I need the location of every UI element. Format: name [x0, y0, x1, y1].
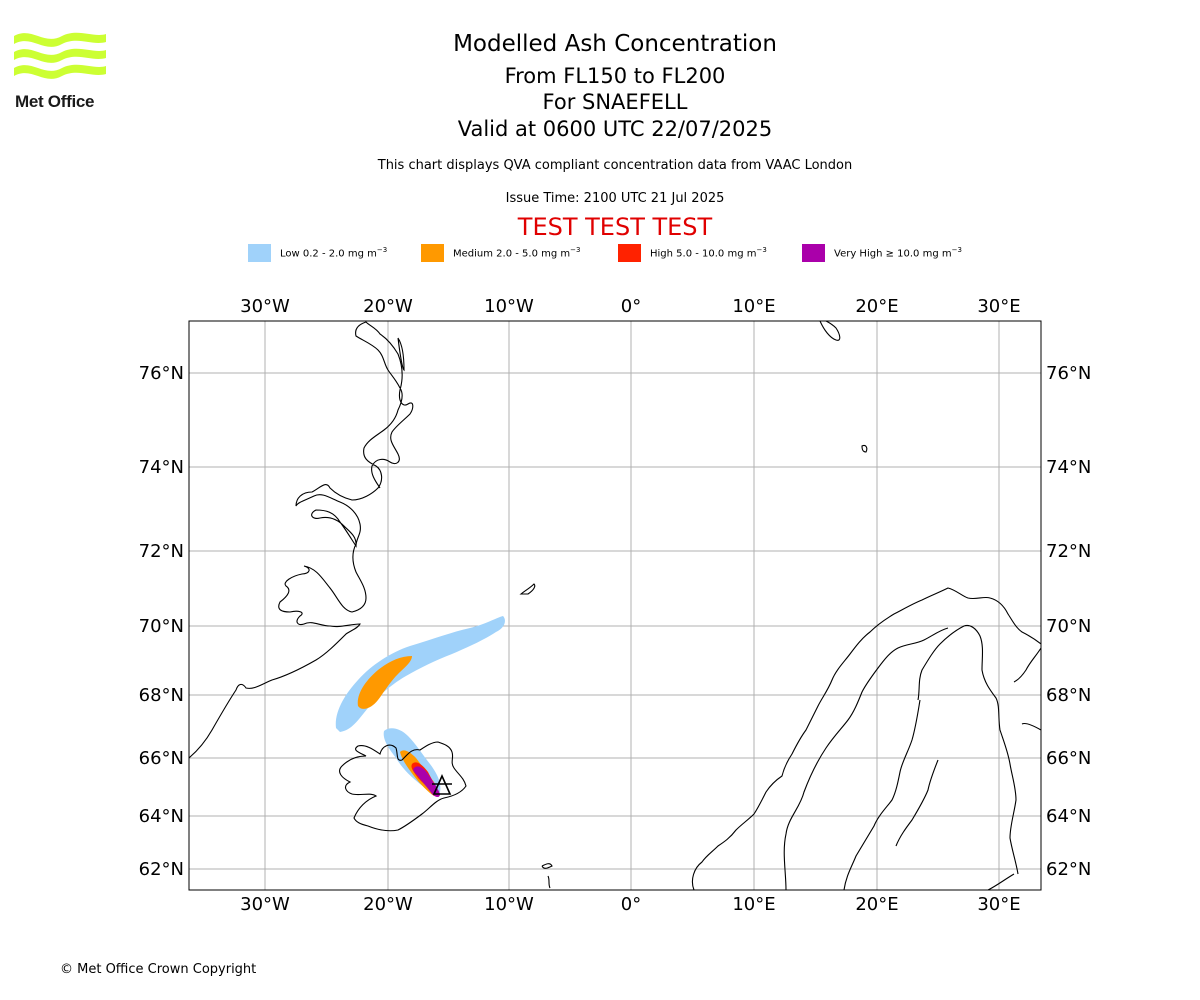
scandinavia-coast	[691, 587, 1041, 890]
legend-label-medium: Medium 2.0 - 5.0 mg m	[453, 248, 571, 260]
legend-label-very-high: Very High ≥ 10.0 mg m	[834, 248, 952, 260]
concentration-legend: Low 0.2 - 2.0 mg m−3 Medium 2.0 - 5.0 mg…	[0, 244, 1200, 264]
greenland-coast	[189, 321, 414, 759]
legend-swatch-very-high	[802, 244, 825, 262]
bottom-longitude-ticks: 30°W 20°W 10°W 0° 10°E 20°E 30°E	[240, 894, 1020, 915]
lat-tick-left: 76°N	[139, 363, 184, 384]
graticule	[189, 321, 1041, 890]
bear-island-coast	[861, 444, 868, 453]
lat-tick-right: 70°N	[1046, 616, 1091, 637]
legend-item-very-high: Very High ≥ 10.0 mg m−3	[802, 244, 962, 262]
coastlines	[189, 321, 1041, 890]
lat-tick-right: 74°N	[1046, 457, 1091, 478]
svalbard-coast	[819, 321, 841, 341]
legend-item-high: High 5.0 - 10.0 mg m−3	[618, 244, 767, 262]
iceland-coast	[339, 741, 467, 832]
lat-tick-right: 64°N	[1046, 806, 1091, 827]
sweden-finland-border	[917, 624, 1019, 875]
lon-tick-top: 30°E	[977, 296, 1020, 317]
lon-tick-top: 0°	[621, 296, 641, 317]
lon-tick-top: 10°W	[484, 296, 534, 317]
lat-tick-right: 66°N	[1046, 748, 1091, 769]
legend-unit-exponent-very-high: −3	[951, 246, 962, 255]
lat-tick-left: 72°N	[139, 541, 184, 562]
legend-unit-exponent-high: −3	[756, 246, 767, 255]
chart-description: This chart displays QVA compliant concen…	[377, 158, 853, 173]
ash-cloud-very-high	[413, 766, 440, 797]
legend-swatch-medium	[421, 244, 444, 262]
lon-tick-top: 10°E	[732, 296, 775, 317]
lon-tick-bottom: 20°W	[363, 894, 413, 915]
legend-swatch-high	[618, 244, 641, 262]
left-latitude-ticks: 76°N 74°N 72°N 70°N 68°N 66°N 64°N 62°N	[139, 363, 184, 880]
chart-title: Modelled Ash Concentration	[453, 31, 777, 57]
legend-item-low: Low 0.2 - 2.0 mg m−3	[248, 244, 387, 262]
legend-unit-exponent-low: −3	[376, 246, 388, 255]
lat-tick-left: 66°N	[139, 748, 184, 769]
top-longitude-ticks: 30°W 20°W 10°W 0° 10°E 20°E 30°E	[240, 296, 1020, 317]
lat-tick-left: 74°N	[139, 457, 184, 478]
volcano-name: For SNAEFELL	[542, 90, 688, 114]
volcano-triangle-marker	[432, 774, 452, 795]
legend-label-high: High 5.0 - 10.0 mg m	[650, 248, 757, 260]
norway-sweden-border	[783, 627, 949, 890]
lat-tick-right: 68°N	[1046, 685, 1091, 706]
lon-tick-top: 20°E	[855, 296, 898, 317]
met-office-logo-text: Met Office	[15, 92, 95, 111]
lat-tick-right: 72°N	[1046, 541, 1091, 562]
legend-label-low: Low 0.2 - 2.0 mg m	[280, 248, 377, 260]
lon-tick-bottom: 10°E	[732, 894, 775, 915]
lat-tick-right: 76°N	[1046, 363, 1091, 384]
lat-tick-left: 68°N	[139, 685, 184, 706]
lon-tick-top: 20°W	[363, 296, 413, 317]
gulf-of-bothnia-coast	[843, 699, 921, 890]
copyright-notice: © Met Office Crown Copyright	[60, 962, 257, 977]
jan-mayen-coast	[519, 583, 536, 595]
faroe-coast	[541, 863, 553, 889]
lon-tick-bottom: 0°	[621, 894, 641, 915]
flight-level-range: From FL150 to FL200	[504, 64, 726, 88]
legend-swatch-low	[248, 244, 271, 262]
legend-unit-exponent-medium: −3	[570, 246, 581, 255]
lat-tick-left: 64°N	[139, 806, 184, 827]
lat-tick-left: 70°N	[139, 616, 184, 637]
lon-tick-bottom: 10°W	[484, 894, 534, 915]
right-latitude-ticks: 76°N 74°N 72°N 70°N 68°N 66°N 64°N 62°N	[1046, 363, 1091, 880]
lat-tick-right: 62°N	[1046, 859, 1091, 880]
valid-time: Valid at 0600 UTC 22/07/2025	[457, 117, 773, 141]
met-office-logo	[14, 32, 106, 79]
lon-tick-top: 30°W	[240, 296, 290, 317]
lat-tick-left: 62°N	[139, 859, 184, 880]
legend-item-medium: Medium 2.0 - 5.0 mg m−3	[421, 244, 580, 262]
issue-time: Issue Time: 2100 UTC 21 Jul 2025	[505, 191, 725, 206]
lon-tick-bottom: 20°E	[855, 894, 898, 915]
lon-tick-bottom: 30°E	[977, 894, 1020, 915]
map-frame	[188, 320, 1042, 891]
lon-tick-bottom: 30°W	[240, 894, 290, 915]
test-banner: TEST TEST TEST	[517, 213, 713, 241]
